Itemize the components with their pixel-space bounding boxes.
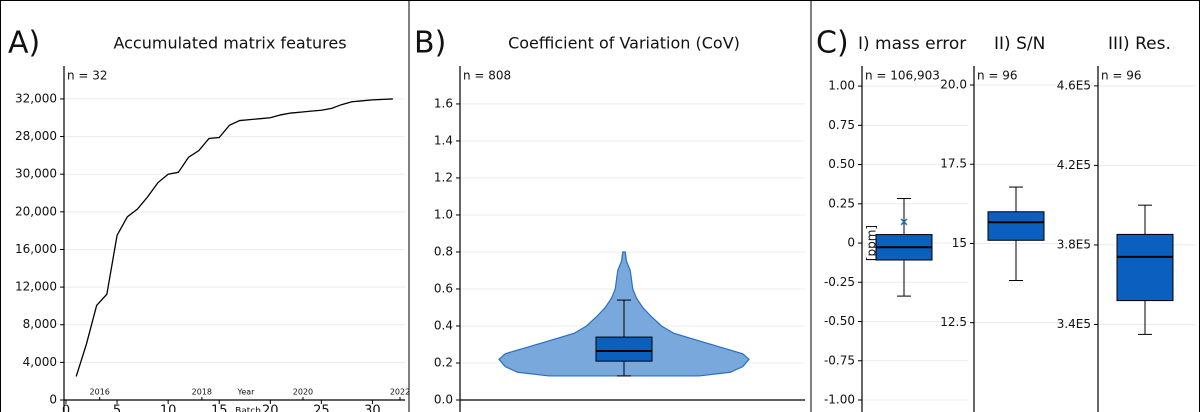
y-tick-label: 0.4: [434, 318, 453, 332]
box: [1116, 233, 1174, 302]
panel-label: A): [8, 26, 40, 61]
panel-label: C): [816, 26, 849, 61]
y-tick-label: 32,000: [15, 91, 57, 105]
y-tick-label: 0.0: [434, 393, 453, 407]
y-tick-label: 30,000: [15, 167, 57, 181]
y-tick-label: 1.4: [434, 133, 453, 147]
chart-title: III) Res.: [1108, 34, 1171, 54]
x2-tick-label: 2022: [390, 388, 410, 397]
x2-tick-label: 2016: [90, 388, 110, 397]
line: [75, 98, 393, 377]
y-tick-label: 0.2: [434, 355, 453, 369]
x-tick-label: 25: [313, 404, 330, 412]
x-tick-label: 15: [211, 404, 228, 412]
annotation: n = 96: [977, 69, 1018, 83]
y-tick-label: 1.2: [434, 170, 453, 184]
chart-title: I) mass error: [858, 34, 966, 54]
y-tick-label: 16,000: [15, 242, 57, 256]
y-tick-label: 0: [49, 393, 57, 407]
x-tick-label: 20: [262, 404, 279, 412]
y-tick-label: 0.50: [828, 157, 855, 171]
annotation: n = 32: [67, 69, 108, 83]
y-tick-label: 28,000: [15, 129, 57, 143]
y-tick-label: 12.5: [940, 315, 967, 329]
y-tick-label: 1.6: [434, 96, 453, 110]
y-tick-label: 17.5: [940, 157, 967, 171]
box: [595, 336, 653, 362]
y-tick-label: 0.25: [828, 196, 855, 210]
x-tick-label: 10: [160, 404, 177, 412]
y-tick-label: -0.50: [824, 314, 855, 328]
x2-tick-label: 2018: [192, 388, 212, 397]
chart-title: Coefficient of Variation (CoV): [508, 34, 740, 53]
y-tick-label: 0.75: [828, 118, 855, 132]
y-tick-label: 4.6E5: [1057, 78, 1091, 92]
chart-title: Accumulated matrix features: [113, 34, 346, 53]
x-tick-label: 5: [113, 404, 121, 412]
panel-label: B): [414, 26, 446, 61]
x-axis-label: Batch: [235, 407, 261, 412]
outlier: [900, 218, 908, 226]
x2-tick-label: 2020: [293, 388, 313, 397]
y-tick-label: 12,000: [15, 280, 57, 294]
y-tick-label: -0.75: [824, 353, 855, 367]
y-tick-label: 4,000: [23, 355, 57, 369]
y-axis-label: [ppm]: [865, 225, 879, 261]
y-tick-label: 0.6: [434, 281, 453, 295]
y-tick-label: 3.8E5: [1057, 237, 1091, 251]
y-tick-label: 15: [952, 236, 967, 250]
y-tick-label: 8,000: [23, 317, 57, 331]
chart-title: II) S/N: [994, 34, 1045, 54]
y-tick-label: 0.8: [434, 244, 453, 258]
y-tick-label: 1.0: [434, 207, 453, 221]
y-tick-label: 4.2E5: [1057, 158, 1091, 172]
y-tick-label: 1.00: [828, 79, 855, 93]
box: [987, 211, 1045, 241]
y-tick-label: 20.0: [940, 78, 967, 92]
annotation: n = 106,903: [865, 69, 940, 83]
x-tick-label: 0: [62, 404, 70, 412]
y-tick-label: -0.25: [824, 275, 855, 289]
y-tick-label: 0: [847, 236, 855, 250]
annotation: n = 96: [1101, 69, 1142, 83]
y-tick-label: 3.4E5: [1057, 317, 1091, 331]
annotation: n = 808: [463, 69, 511, 83]
x-tick-label: 30: [364, 404, 381, 412]
x2-axis-label: Year: [237, 388, 256, 397]
y-tick-label: 20,000: [15, 204, 57, 218]
y-tick-label: -1.00: [824, 393, 855, 407]
